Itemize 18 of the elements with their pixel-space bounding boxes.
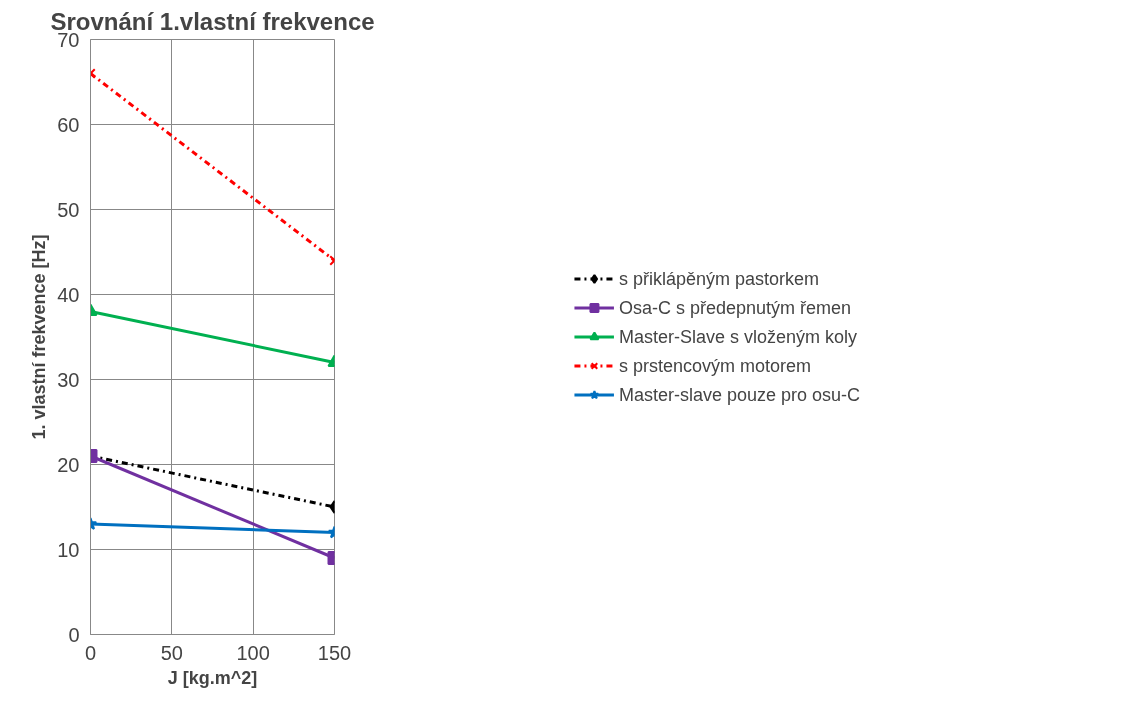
- y-tick-label: 50: [57, 198, 80, 221]
- y-tick-label: 60: [57, 113, 80, 136]
- x-tick-label: 0: [84, 641, 97, 664]
- legend-label: Osa-C s předepnutým řemen: [618, 297, 852, 318]
- x-axis-title: J [kg.m^2]: [167, 667, 258, 688]
- y-tick-label: 40: [57, 283, 80, 306]
- x-tick-label: 50: [160, 641, 183, 664]
- y-tick-label: 20: [57, 453, 80, 476]
- y-tick-label: 30: [57, 368, 80, 391]
- legend-label: Master-slave pouze pro osu-C: [618, 384, 861, 405]
- y-tick-label: 10: [57, 538, 80, 561]
- y-axis-title: 1. vlastní frekvence [Hz]: [29, 234, 50, 440]
- y-tick-label: 0: [68, 623, 80, 646]
- legend-label: s přiklápěným pastorkem: [618, 268, 820, 289]
- x-tick-label: 100: [236, 641, 270, 664]
- legend-label: s prstencovým motorem: [618, 355, 812, 376]
- x-tick-label: 150: [317, 641, 352, 664]
- legend-label: Master-Slave s vloženým koly: [618, 326, 858, 347]
